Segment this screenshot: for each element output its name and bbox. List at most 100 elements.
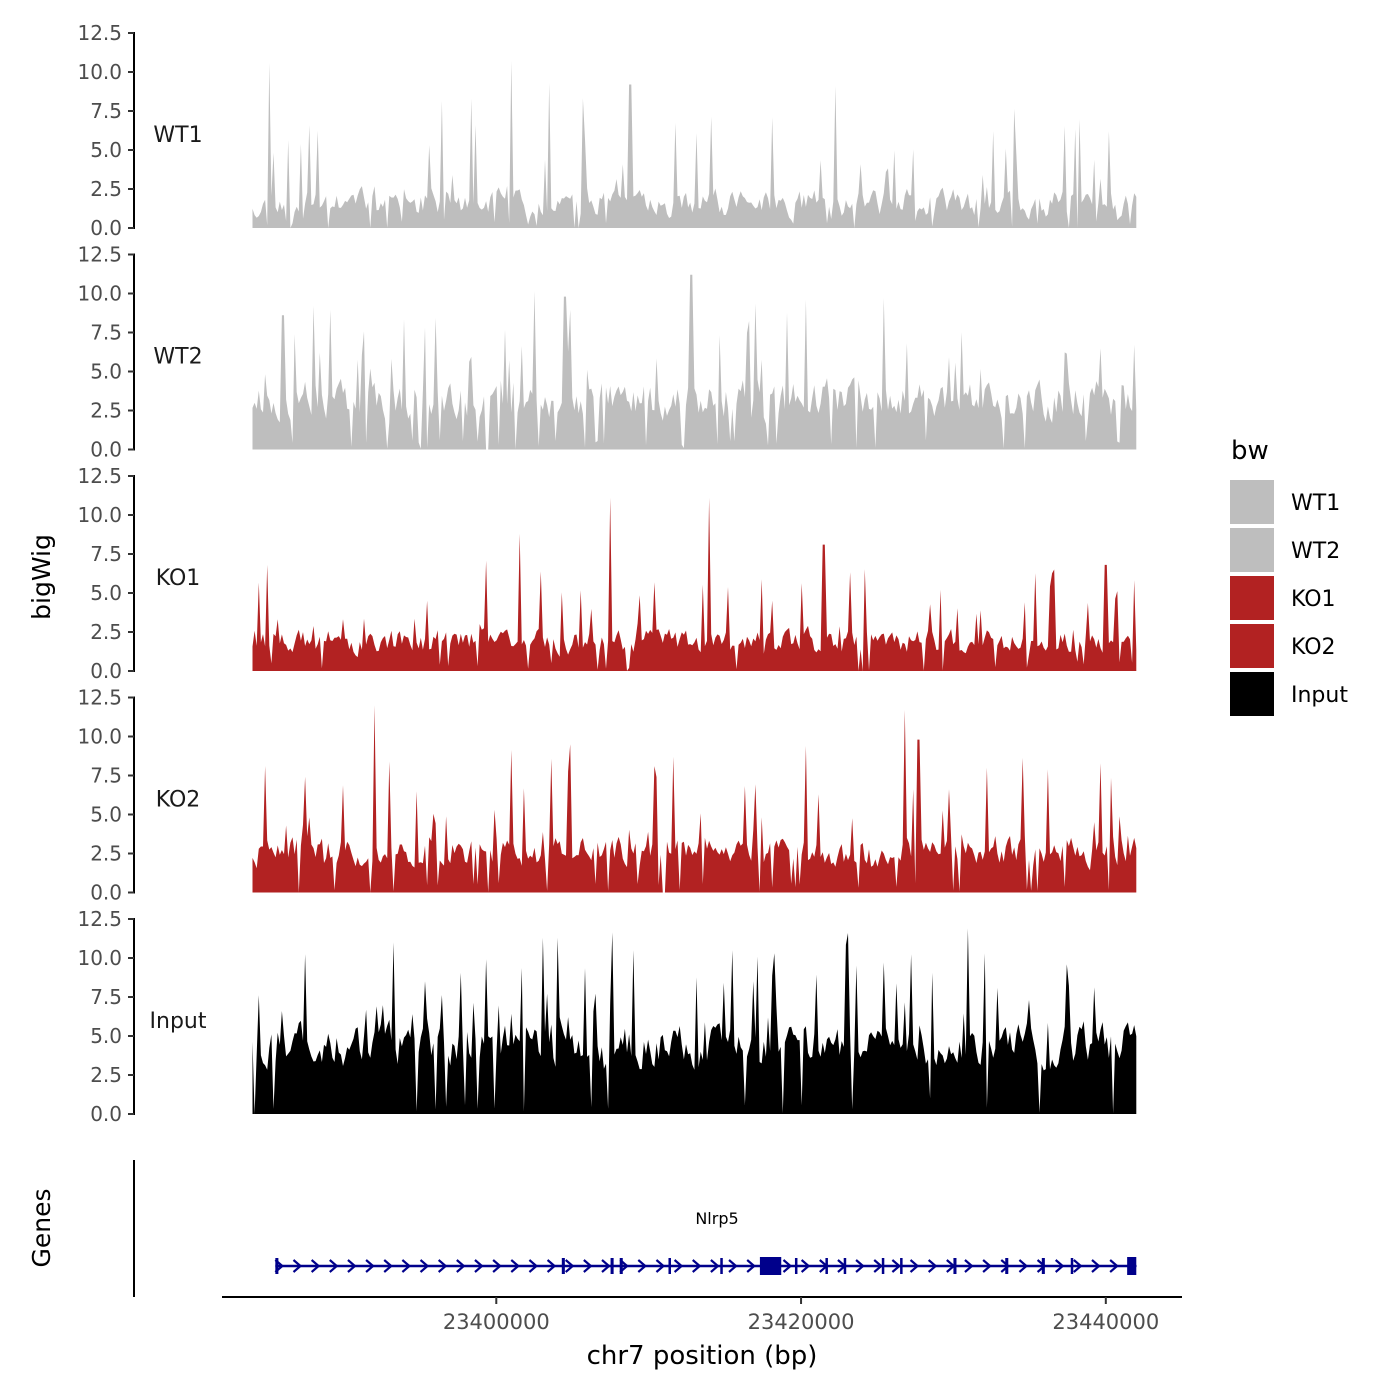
signal-tracks: 0.0 2.5 5.0 7.5 10.0 12.5 WT1 0.0 2.5 5.0 7.5 10.0 1… [77, 21, 1137, 1126]
gene-exon [843, 1258, 847, 1274]
strand-arrow [546, 1259, 557, 1273]
gene-exon [275, 1258, 279, 1274]
x-tick-label: 23400000 [443, 1310, 550, 1334]
track-wt1: 0.0 2.5 5.0 7.5 10.0 12.5 WT1 [77, 21, 1137, 240]
y-tick-label: 12.5 [77, 907, 122, 931]
y-tick-label: 5.0 [90, 138, 122, 162]
y-tick-label: 7.5 [90, 321, 122, 345]
strand-arrow [1018, 1259, 1029, 1273]
y-tick-label: 10.0 [77, 725, 122, 749]
gene-exon [759, 1257, 782, 1275]
y-tick-label: 0.0 [90, 438, 122, 462]
legend-label-ko2: KO2 [1291, 635, 1336, 660]
strand-arrow [564, 1259, 575, 1273]
gene-exon [1041, 1258, 1045, 1274]
gene-track-title: Genes [27, 1188, 56, 1267]
strand-arrow [692, 1259, 702, 1273]
gene-track: Genes Nlrp5 [27, 1160, 1137, 1297]
strand-arrow [583, 1259, 593, 1273]
strand-arrow [456, 1259, 466, 1273]
y-tick-label: 7.5 [90, 542, 122, 566]
strand-arrow [746, 1259, 756, 1273]
strand-arrow [401, 1259, 412, 1273]
gene-exon [720, 1258, 723, 1274]
x-axis-title: chr7 position (bp) [587, 1341, 818, 1371]
strand-arrow [292, 1259, 303, 1273]
legend-swatch-ko1 [1230, 576, 1274, 620]
strand-arrow [655, 1259, 666, 1273]
strand-arrow [365, 1259, 375, 1273]
gene-exon [1070, 1258, 1074, 1274]
gene-exon [794, 1258, 798, 1274]
strand-arrow [710, 1259, 720, 1273]
y-tick-label: 10.0 [77, 282, 122, 306]
y-tick-label: 7.5 [90, 764, 122, 788]
gene-exon [610, 1258, 614, 1274]
gene-exon [1005, 1258, 1009, 1274]
y-tick-label: 5.0 [90, 360, 122, 384]
y-tick-label: 5.0 [90, 581, 122, 605]
y-tick-label: 10.0 [77, 60, 122, 84]
legend-title: bw [1231, 436, 1269, 466]
legend-swatch-input [1230, 672, 1274, 716]
strand-arrow [964, 1259, 974, 1273]
strand-arrow [855, 1259, 865, 1273]
strand-arrow [982, 1259, 992, 1273]
legend-label-wt1: WT1 [1291, 491, 1340, 516]
y-tick-label: 12.5 [77, 243, 122, 267]
signal-area-input [252, 928, 1137, 1114]
track-label-input: Input [150, 1009, 207, 1034]
strand-arrow [927, 1259, 938, 1273]
y-tick-label: 2.5 [90, 177, 122, 201]
gene-label-nlrp5: Nlrp5 [695, 1209, 738, 1228]
gene-exon [561, 1258, 565, 1274]
strand-arrow [419, 1259, 430, 1273]
strand-arrow [782, 1259, 793, 1273]
strand-arrow [492, 1259, 502, 1273]
y-tick-label: 7.5 [90, 99, 122, 123]
y-tick-label: 10.0 [77, 946, 122, 970]
y-tick-label: 10.0 [77, 503, 122, 527]
legend-label-ko1: KO1 [1291, 587, 1336, 612]
signal-area-ko2 [252, 705, 1137, 893]
track-input: 0.0 2.5 5.0 7.5 10.0 12.5 Input [77, 907, 1137, 1126]
y-tick-label: 7.5 [90, 985, 122, 1009]
y-tick-label: 0.0 [90, 1102, 122, 1126]
strand-arrow [891, 1259, 902, 1273]
y-tick-label: 0.0 [90, 881, 122, 905]
strand-arrow [873, 1259, 883, 1273]
strand-arrow [1091, 1259, 1101, 1273]
strand-arrow [310, 1259, 321, 1273]
gene-exon [668, 1258, 671, 1274]
y-tick-label: 0.0 [90, 216, 122, 240]
strand-arrow [329, 1259, 339, 1273]
strand-arrow [528, 1259, 539, 1273]
x-tick-label: 23440000 [1052, 1310, 1159, 1334]
strand-arrow [1054, 1259, 1065, 1273]
y-tick-label: 0.0 [90, 659, 122, 683]
strand-arrow [437, 1259, 448, 1273]
strand-arrow [1073, 1259, 1083, 1273]
strand-arrow [474, 1259, 484, 1273]
y-tick-label: 5.0 [90, 803, 122, 827]
y-tick-label: 12.5 [77, 464, 122, 488]
y-tick-label: 5.0 [90, 1024, 122, 1048]
strand-arrow [909, 1259, 920, 1273]
signal-area-ko1 [252, 497, 1137, 671]
y-axis-title: bigWig [27, 534, 56, 620]
legend: bw WT1 WT2 KO1 KO2 Input [1230, 436, 1348, 716]
gene-exon [825, 1258, 828, 1274]
y-tick-label: 2.5 [90, 620, 122, 644]
x-axis: chr7 position (bp) 23400000 23420000 23440… [222, 1296, 1182, 1371]
strand-arrow [1109, 1259, 1119, 1273]
y-tick-label: 2.5 [90, 842, 122, 866]
strand-arrow [637, 1259, 647, 1273]
y-tick-label: 2.5 [90, 399, 122, 423]
track-label-ko1: KO1 [156, 566, 201, 591]
strand-arrow [800, 1259, 811, 1273]
legend-label-input: Input [1291, 683, 1348, 708]
track-ko1: 0.0 2.5 5.0 7.5 10.0 12.5 KO1 [77, 464, 1137, 683]
legend-swatch-ko2 [1230, 624, 1274, 668]
legend-swatch-wt1 [1230, 480, 1274, 524]
